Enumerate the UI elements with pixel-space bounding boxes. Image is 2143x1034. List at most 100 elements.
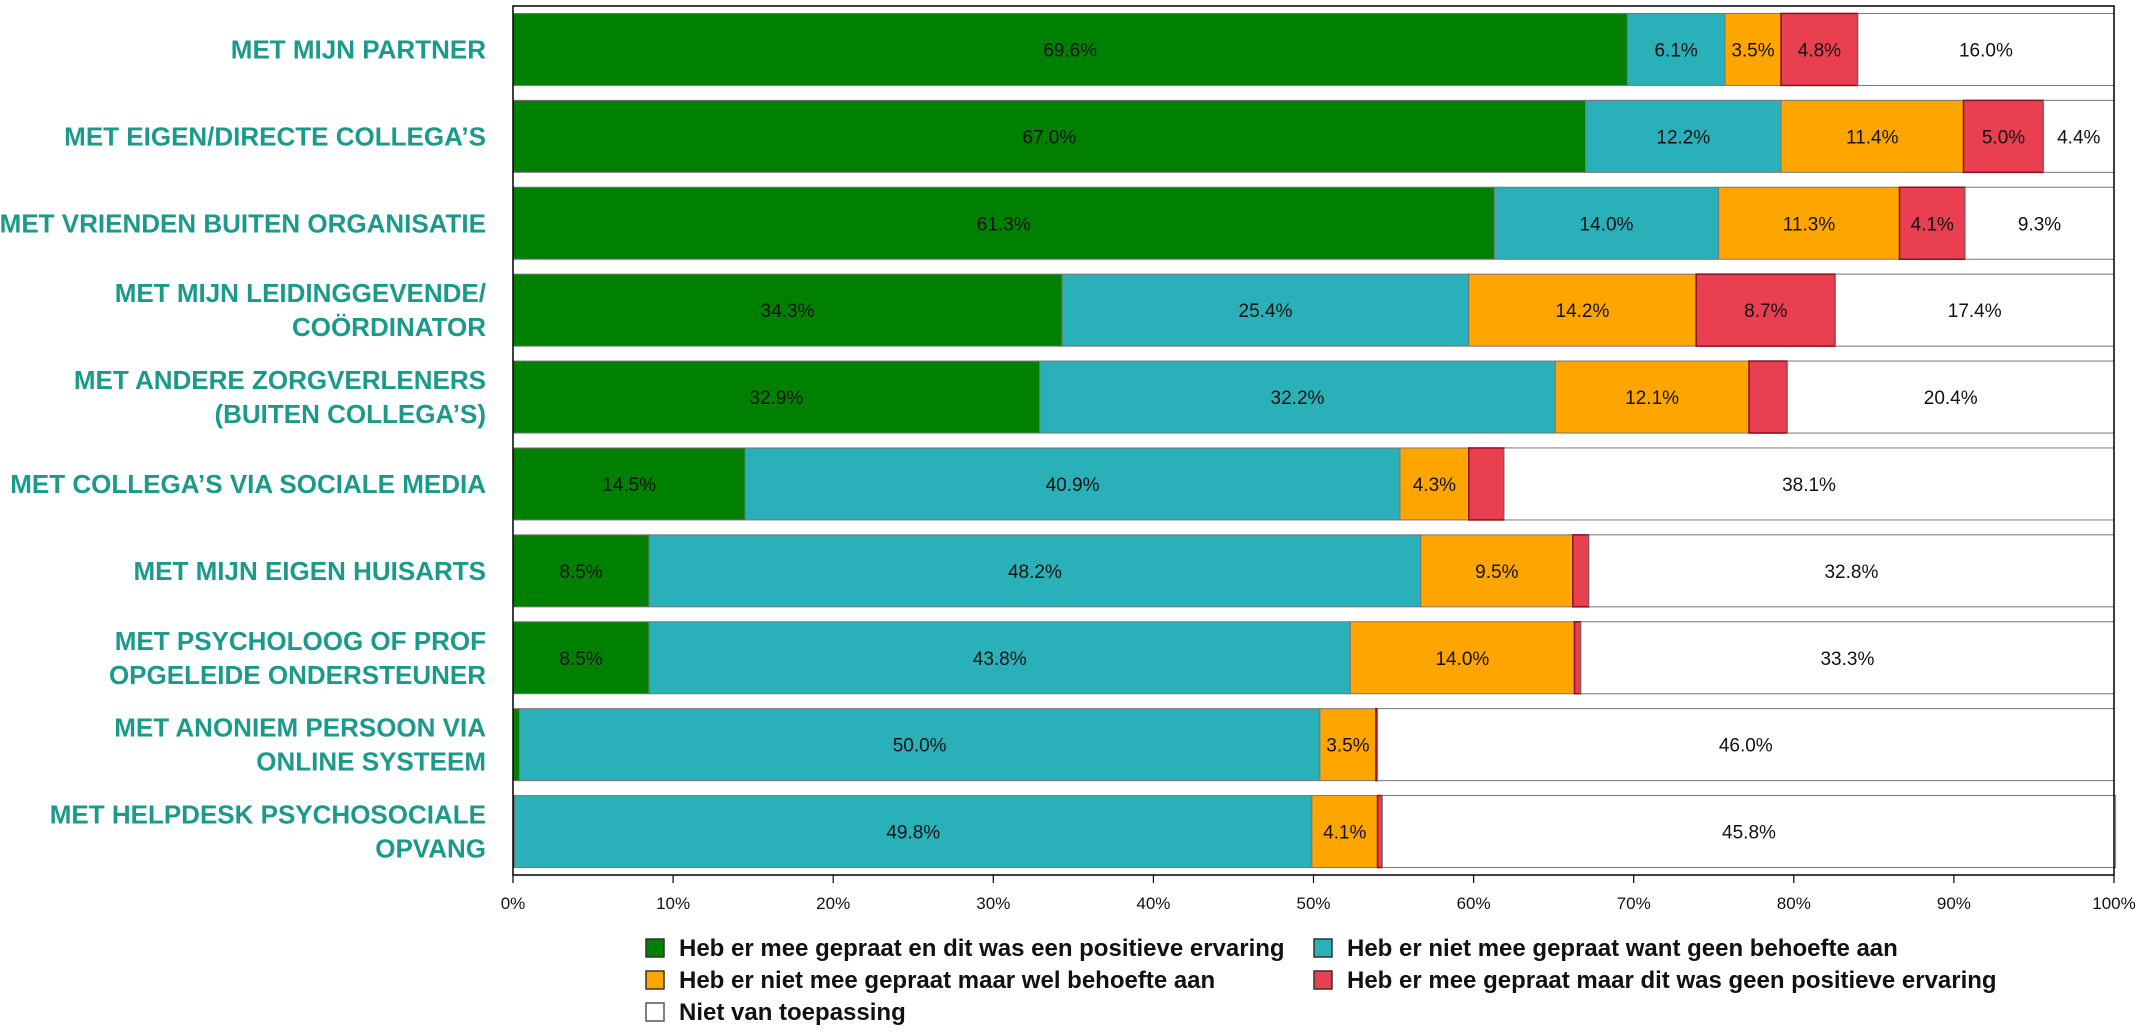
bar-segment-6-5 [1503,447,2115,521]
bar-segment-2-2 [1585,99,1782,173]
data-label-6-5: 38.1% [1782,475,1836,496]
legend-swatch-3 [645,970,665,990]
bar-segment-8-5 [1580,621,2115,695]
data-label-1-1: 69.6% [1043,40,1097,61]
data-label-8-1: 8.5% [559,649,602,670]
category-label-2: MET EIGEN/DIRECTE COLLEGA’S [64,121,486,151]
data-label-3-2: 14.0% [1580,214,1634,235]
bar-segment-5-2 [1039,360,1556,434]
bar-segment-3-3 [1718,186,1900,260]
bar-segment-1-5 [1857,12,2115,86]
data-label-4-4: 8.7% [1744,301,1787,322]
bar-segment-2-4 [1962,99,2045,174]
bar-segment-10-5 [1381,795,2117,869]
data-label-8-2: 43.8% [973,649,1027,670]
data-label-2-5: 4.4% [2057,127,2100,148]
bar-segment-4-5 [1834,273,2115,347]
bar-segment-3-4 [1898,186,1966,260]
bar-segment-9-5 [1377,708,2115,782]
bar-segment-5-4 [1748,360,1789,434]
data-label-2-3: 11.4% [1846,127,1899,148]
category-label-8-line-2: OPGELEIDE ONDERSTEUNER [109,660,486,690]
category-label-5-line-2: (BUITEN COLLEGA’S) [214,399,486,429]
category-label-3: MET VRIENDEN BUITEN ORGANISATIE [0,208,486,238]
data-label-10-5: 45.8% [1722,823,1776,844]
legend-swatch-1 [645,938,665,958]
category-label-9-line-1: MET ANONIEM PERSOON VIA [114,713,486,743]
bar-segment-9-2 [518,708,1321,782]
bar-segment-10-2 [514,795,1313,869]
bar-segment-7-4 [1572,534,1590,608]
bar-segment-6-1 [512,447,746,521]
x-tick-label-8: 70% [1617,894,1651,913]
x-tick-label-2: 10% [656,894,690,913]
data-label-4-1: 34.3% [761,301,815,322]
data-label-1-2: 6.1% [1654,40,1697,61]
category-label-1: MET MIJN PARTNER [231,34,486,64]
x-tick-label-9: 80% [1777,894,1811,913]
legend-label-4: Heb er mee gepraat maar dit was geen pos… [1347,967,1997,994]
x-tick-label-1: 0% [501,894,526,913]
bar-segment-10-4 [1376,794,1384,869]
data-label-5-3: 12.1% [1625,388,1679,409]
bar-segment-2-5 [2043,99,2115,173]
category-label-4-line-2: COÖRDINATOR [292,312,486,342]
x-axis: 0% 10% 20% 30% 40% 50% 60% 70% 80% 90% 100% [501,5,2136,913]
data-label-9-2: 50.0% [893,736,947,757]
bar-segment-3-2 [1493,186,1720,260]
data-label-5-1: 32.9% [749,388,803,409]
data-label-3-5: 9.3% [2018,214,2061,235]
legend: Heb er mee gepraat en dit was een positi… [645,935,1997,1026]
data-label-5-2: 32.2% [1271,388,1325,409]
category-label-7: MET MIJN EIGEN HUISARTS [134,556,486,586]
data-label-10-3: 4.1% [1323,823,1366,844]
category-label-8-line-1: MET PSYCHOLOOG OF PROF [115,626,486,656]
bar-segment-9-1 [512,708,520,782]
bar-segment-2-3 [1780,99,1965,173]
bars-layer: 69.6% 6.1% 3.5% 4.8% 16.0% 67.0% 12.2% 11.4% 5.0… [512,12,2117,869]
bar-segment-8-2 [648,621,1351,695]
bar-segment-3-5 [1964,186,2115,260]
legend-label-2: Heb er niet mee gepraat want geen behoef… [1347,935,1898,962]
legend-swatch-5 [645,1002,665,1022]
data-label-10-2: 49.8% [886,823,940,844]
category-label-9-line-2: ONLINE SYSTEEM [256,747,486,777]
category-label-4-line-1: MET MIJN LEIDINGGEVENDE/ [115,278,486,308]
data-label-3-4: 4.1% [1911,214,1954,235]
data-label-7-1: 8.5% [559,562,602,583]
bar-segment-6-4 [1468,447,1505,521]
bar-segment-5-1 [512,360,1041,434]
bar-segment-1-3 [1724,12,1782,86]
x-tick-label-3: 20% [816,894,850,913]
bar-segment-1-1 [512,12,1628,86]
bar-segment-6-3 [1399,447,1470,521]
legend-label-3: Heb er niet mee gepraat maar wel behoeft… [679,967,1215,994]
data-label-2-1: 67.0% [1022,127,1076,148]
bar-segment-7-3 [1420,534,1574,608]
x-tick-label-4: 30% [976,894,1010,913]
data-label-4-2: 25.4% [1239,301,1293,322]
data-label-1-5: 16.0% [1959,40,2013,61]
legend-label-1: Heb er mee gepraat en dit was een positi… [679,935,1285,962]
bar-segment-4-2 [1061,273,1470,347]
bar-segment-7-1 [512,534,650,608]
bar-segment-4-4 [1695,273,1837,347]
data-label-1-4: 4.8% [1798,40,1841,61]
category-label-5-line-1: MET ANDERE ZORGVERLENERS [74,365,486,395]
data-label-8-3: 14.0% [1435,649,1489,670]
bar-segment-9-3 [1319,708,1377,782]
category-label-10-line-2: OPVANG [375,834,486,864]
data-label-3-1: 61.3% [977,214,1031,235]
x-tick-label-10: 90% [1937,894,1971,913]
category-label-10-line-1: MET HELPDESK PSYCHOSOCIALE [50,800,486,830]
data-label-7-2: 48.2% [1008,562,1062,583]
x-tick-label-6: 50% [1296,894,1330,913]
data-label-1-3: 3.5% [1731,40,1774,61]
bar-segment-1-2 [1626,12,1726,86]
data-label-3-3: 11.3% [1783,214,1836,235]
category-label-6: MET COLLEGA’S VIA SOCIALE MEDIA [10,469,486,499]
x-tick-label-7: 60% [1457,894,1491,913]
data-label-9-5: 46.0% [1719,736,1773,757]
x-tick-label-11: 100% [2092,894,2135,913]
bar-segment-2-1 [512,99,1587,173]
